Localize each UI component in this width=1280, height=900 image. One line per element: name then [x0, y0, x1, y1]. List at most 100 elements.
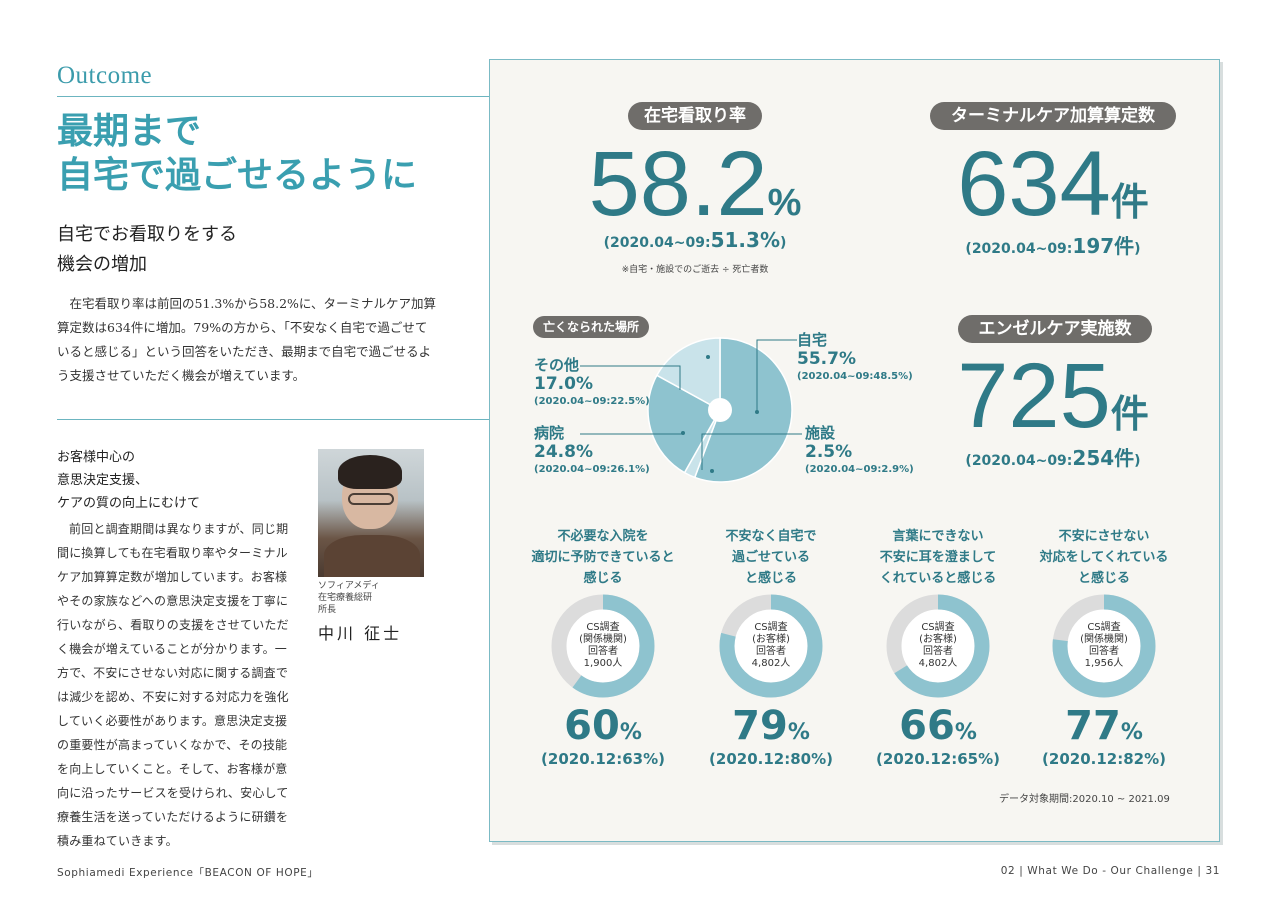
- stat-label-home-rate: 在宅看取り率: [628, 102, 762, 130]
- inner-line: (関係機関): [579, 634, 627, 645]
- inner-line: 4,802人: [751, 658, 791, 669]
- question-line: 適切に予防できていると: [531, 550, 675, 565]
- prev-suffix: ): [1134, 453, 1141, 469]
- prev-value: 51.3%: [710, 228, 780, 252]
- question-line: 不安なく自宅で: [725, 529, 817, 544]
- donut-1-percentage: 60%: [528, 706, 678, 753]
- survey-question-3: 言葉にできない 不安に耳を澄まして くれていると感じる: [853, 526, 1023, 589]
- donut-3-previous: (2020.12:65%): [876, 750, 1000, 768]
- subheading-line-1: 自宅でお看取りをする: [57, 224, 237, 245]
- pie-pct-facility: 2.5%: [805, 442, 853, 462]
- donut-1-center: CS調査 (関係機関) 回答者 1,900人: [558, 622, 648, 670]
- pct-value: 60: [564, 703, 620, 749]
- pct-sign: %: [1120, 720, 1143, 745]
- inner-line: 回答者: [756, 646, 786, 657]
- home-rate-note: ※自宅・施設でのご逝去 ÷ 死亡者数: [621, 265, 769, 275]
- subheading: 自宅でお看取りをする 機会の増加: [57, 220, 237, 280]
- body-paragraph-2: 前回と調査期間は異なりますが、同じ期間に換算しても在宅看取り率やターミナルケア加…: [57, 522, 289, 848]
- subheading-line-2: 機会の増加: [57, 254, 147, 275]
- page-headline: 最期まで 自宅で過ごせるように: [57, 110, 477, 198]
- pie-slice-home: [693, 337, 793, 483]
- pie-center-hole: [708, 398, 732, 422]
- pie-cat-facility: 施設: [805, 424, 836, 442]
- inner-line: CS調査: [754, 622, 788, 633]
- question-line: 不必要な入院を: [557, 529, 649, 544]
- stats-panel: [489, 59, 1220, 842]
- inner-line: (関係機関): [1080, 634, 1128, 645]
- prev-value: 197件: [1072, 234, 1135, 258]
- angel-number: 725: [957, 345, 1111, 447]
- terminal-unit: 件: [1110, 182, 1149, 224]
- inner-line: (お客様): [752, 634, 790, 645]
- question-line: と感じる: [744, 571, 797, 586]
- donut-value-arc: [1052, 594, 1156, 698]
- footer-page-info: 02 | What We Do - Our Challenge | 31: [1000, 865, 1220, 877]
- donut-3-center: CS調査 (お客様) 回答者 4,802人: [893, 622, 983, 670]
- inner-line: CS調査: [921, 622, 955, 633]
- pie-pct-home: 55.7%: [797, 349, 856, 369]
- pie-chart-title: 亡くなられた場所: [533, 316, 650, 338]
- donut-value-arc: [719, 594, 823, 698]
- pie-label-hospital: 病院 24.8% (2020.04~09:26.1%): [534, 424, 650, 478]
- pie-slice-hospital: [647, 374, 722, 474]
- leader-home: [756, 339, 797, 412]
- pie-slice-other: [655, 337, 721, 412]
- portrait-caption: ソフィアメディ 在宅療養総研 所長: [318, 580, 380, 616]
- donut-1-previous: (2020.12:63%): [541, 750, 665, 768]
- donut-3-percentage: 66%: [863, 706, 1013, 753]
- survey-question-2: 不安なく自宅で 過ごせている と感じる: [686, 526, 856, 589]
- question-line: くれていると感じる: [879, 571, 997, 586]
- pie-prev-hospital: (2020.04~09:26.1%): [534, 464, 650, 475]
- question-line: 感じる: [583, 571, 623, 586]
- inner-line: 回答者: [923, 646, 953, 657]
- pie-cat-hospital: 病院: [534, 424, 565, 442]
- home-rate-unit: %: [767, 182, 802, 224]
- terminal-number: 634: [957, 133, 1111, 235]
- stat-value-terminal-care: 634件: [930, 138, 1176, 230]
- section-label: Outcome: [57, 62, 153, 89]
- caption-dept: 在宅療養総研: [318, 593, 373, 603]
- pie-prev-home: (2020.04~09:48.5%): [797, 371, 913, 382]
- person-name: 中川 征士: [318, 624, 403, 643]
- prev-prefix: (2020.04~09:: [965, 453, 1073, 469]
- portrait-photo: [318, 449, 424, 577]
- footer-publication: Sophiamedi Experience「BEACON OF HOPE」: [57, 867, 319, 879]
- pie-label-other: その他 17.0% (2020.04~09:22.5%): [534, 356, 650, 410]
- pie-leader-lines: [580, 339, 802, 470]
- inner-line: 1,900人: [583, 658, 623, 669]
- prev-value: 254件: [1072, 446, 1135, 470]
- pie-cat-other: その他: [534, 356, 580, 374]
- donut-2-previous: (2020.12:80%): [709, 750, 833, 768]
- survey-question-1: 不必要な入院を 適切に予防できていると 感じる: [518, 526, 688, 589]
- prev-suffix: ): [779, 235, 787, 251]
- donut-2-percentage: 79%: [696, 706, 846, 753]
- body-paragraph-1: 在宅看取り率は前回の51.3%から58.2%に、ターミナルケア加算算定数は634…: [57, 296, 437, 383]
- inner-line: 4,802人: [918, 658, 958, 669]
- column-heading-line-3: ケアの質の向上にむけて: [57, 496, 201, 511]
- donut-4-previous: (2020.12:82%): [1042, 750, 1166, 768]
- inner-line: 回答者: [1089, 646, 1119, 657]
- pct-value: 77: [1065, 703, 1121, 749]
- question-line: 不安に耳を澄まして: [879, 550, 997, 565]
- stat-value-angel-care: 725件: [930, 350, 1176, 442]
- leader-other: [580, 365, 681, 390]
- data-period: データ対象期間:2020.10 ~ 2021.09: [999, 794, 1170, 805]
- question-line: 不安にさせない: [1058, 529, 1150, 544]
- donut-4-percentage: 77%: [1029, 706, 1179, 753]
- pie-prev-facility: (2020.04~09:2.9%): [805, 464, 914, 475]
- terminal-previous: (2020.04~09:197件): [930, 230, 1176, 259]
- pie-label-home: 自宅 55.7% (2020.04~09:48.5%): [797, 331, 913, 385]
- pie-pct-hospital: 24.8%: [534, 442, 593, 462]
- prev-prefix: (2020.04~09:: [603, 235, 711, 251]
- stat-label-angel-care: エンゼルケア実施数: [958, 315, 1152, 343]
- inner-line: CS調査: [1087, 622, 1121, 633]
- prev-suffix: ): [1134, 241, 1141, 257]
- pie-marker-other: [706, 355, 710, 359]
- pct-sign: %: [619, 720, 642, 745]
- pct-value: 79: [732, 703, 788, 749]
- donut-chart-1: [551, 594, 655, 698]
- pie-label-facility: 施設 2.5% (2020.04~09:2.9%): [805, 424, 914, 478]
- column-heading-line-1: お客様中心の: [57, 450, 136, 465]
- leader-facility: [701, 433, 802, 470]
- pie-pct-other: 17.0%: [534, 374, 593, 394]
